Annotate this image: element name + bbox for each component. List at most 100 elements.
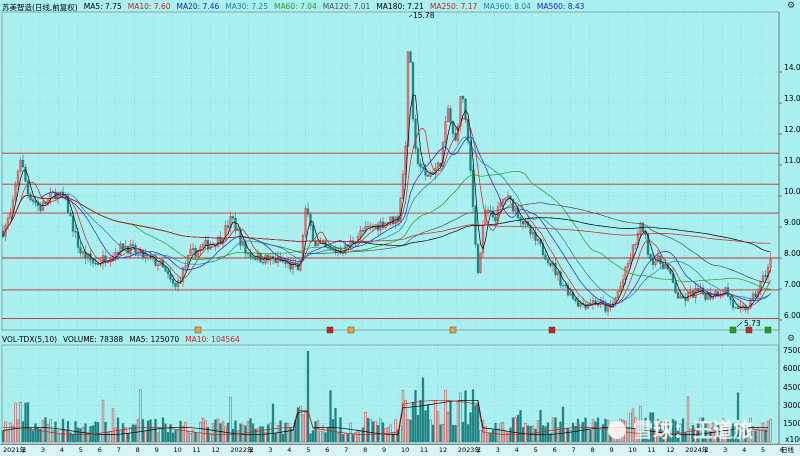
volume-bar [194, 431, 197, 443]
volume-bar [79, 428, 82, 443]
volume-bar [594, 421, 597, 443]
date-tick: 7 [571, 446, 576, 454]
volume-bar [466, 424, 470, 443]
candle-body [639, 222, 642, 234]
ma5-line [2, 94, 771, 309]
event-marker [548, 326, 556, 334]
volume-bar [501, 421, 505, 443]
volume-bar [164, 423, 167, 443]
volume-bar [684, 432, 687, 443]
candle-body [181, 267, 185, 282]
volume-bar [639, 406, 642, 443]
volume-bar [504, 430, 507, 443]
volume-bar [674, 420, 677, 443]
date-tick: 12 [211, 446, 220, 454]
candle-body [179, 280, 182, 282]
candle-body [9, 212, 12, 219]
price-tick: 8.00 [784, 249, 800, 258]
high-price-annotation: 15.78 [413, 11, 435, 20]
settings-icon[interactable]: ⚙ [787, 334, 796, 344]
candle-body [374, 224, 377, 228]
ma10-line [2, 117, 771, 308]
volume-bar [691, 425, 695, 443]
candle-body [689, 290, 692, 294]
candle-body [489, 210, 492, 212]
volume-bar [434, 400, 437, 443]
volume-bar [141, 419, 145, 443]
volume-bar [391, 433, 395, 443]
volume-bar [61, 418, 65, 443]
candle-body [359, 230, 362, 238]
date-tick: 4 [59, 446, 64, 454]
volume-bar [254, 428, 257, 443]
volume-bar [571, 422, 575, 443]
volume-bar [456, 402, 460, 443]
candle-body [281, 260, 285, 262]
candle-body [574, 298, 577, 302]
candle-body [514, 207, 517, 212]
volume-bar [156, 432, 160, 443]
volume-tick: 30000 [783, 401, 800, 410]
ma250-line [2, 195, 771, 244]
volume-bar [211, 423, 215, 443]
volume-bar [579, 424, 582, 443]
event-marker [764, 326, 772, 334]
date-tick: 9 [609, 446, 614, 454]
volume-bar [671, 419, 675, 443]
volume-bar [296, 407, 300, 443]
volume-bar [106, 432, 110, 443]
candle-body [59, 191, 62, 193]
settings-icon[interactable]: ⚙ [787, 1, 796, 11]
candle-body [221, 238, 225, 245]
volume-bar [126, 432, 130, 443]
volume-bar [351, 434, 355, 443]
snowball-icon [608, 421, 626, 439]
candle-body [546, 259, 550, 264]
volume-bar [31, 430, 35, 443]
event-marker [194, 326, 202, 334]
candle-body [171, 278, 175, 284]
volume-bar [381, 422, 385, 443]
volume-bar [284, 422, 287, 443]
candle-body [696, 288, 700, 292]
candle-body [201, 244, 205, 248]
event-marker [326, 326, 334, 334]
candle-body [94, 262, 97, 265]
volume-bar [491, 429, 495, 443]
date-tick: 10 [400, 446, 410, 454]
volume-bar [101, 399, 105, 443]
volume-bar [631, 408, 635, 443]
volume-bar [69, 432, 72, 443]
volume-bar [634, 417, 637, 443]
candle-body [529, 225, 532, 235]
price-tick: 11.00 [784, 156, 800, 165]
volume-bar [424, 410, 427, 443]
candle-body [494, 216, 497, 222]
volume-bar [56, 430, 60, 443]
date-tick: 2023年 [457, 446, 481, 454]
volume-bar [309, 433, 312, 443]
volume-bar [401, 390, 405, 443]
candle-body [166, 270, 170, 275]
volume-bar [319, 431, 322, 443]
candle-body [736, 307, 740, 309]
candle-body [694, 288, 697, 298]
volume-bar [1, 430, 5, 443]
volume-bar [246, 421, 250, 443]
volume-bar [326, 427, 330, 443]
volume-bar [556, 427, 560, 443]
candle-body [464, 98, 467, 120]
candle-body [751, 293, 755, 300]
date-tick: 12 [666, 446, 675, 454]
price-indicator-header: 苏美智造(日线,前复权) MA5: 7.75 MA10: 7.60 MA20: … [2, 2, 584, 12]
candle-body [734, 307, 737, 309]
volume-bar [421, 377, 425, 443]
volume-bar [219, 423, 222, 443]
candle-body [544, 254, 547, 260]
candle-body [451, 121, 455, 134]
stock-title: 苏美智造(日线,前复权) [2, 3, 78, 12]
volume-bar [531, 425, 535, 443]
volume-tick: 60000 [783, 364, 800, 373]
candle-body [481, 224, 485, 254]
